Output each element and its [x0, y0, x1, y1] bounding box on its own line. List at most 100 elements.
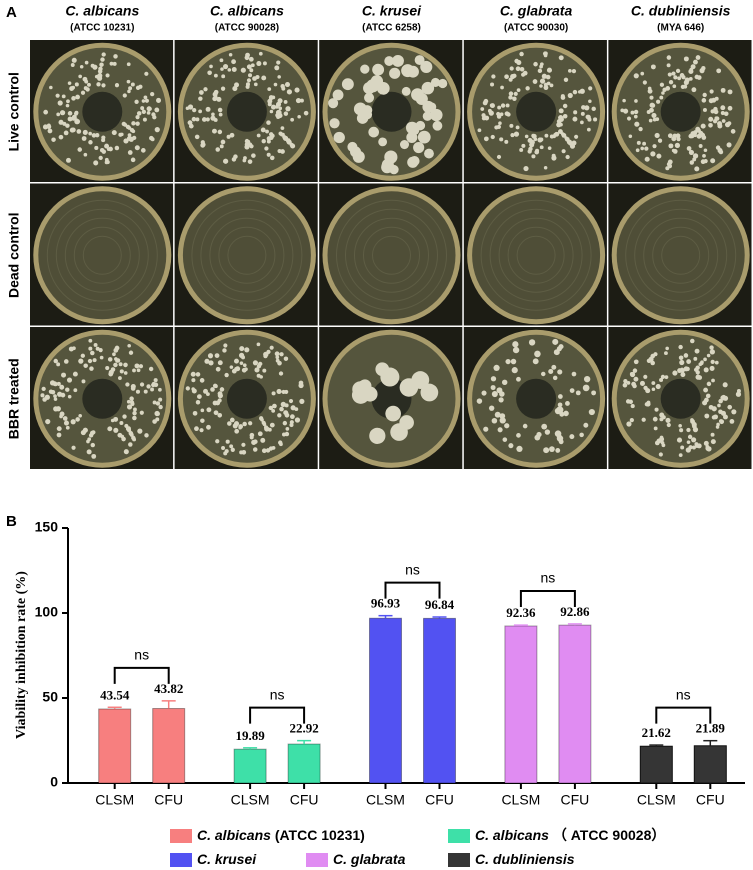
- colony: [706, 381, 712, 387]
- colony: [357, 379, 371, 394]
- colony: [541, 423, 548, 430]
- colony: [422, 111, 433, 121]
- colony: [152, 400, 157, 405]
- colony: [499, 417, 506, 424]
- colony: [736, 389, 741, 394]
- colony: [263, 351, 269, 357]
- colony: [697, 375, 703, 380]
- colony: [132, 135, 137, 140]
- colony: [695, 55, 701, 60]
- colony: [720, 105, 726, 111]
- colony: [642, 141, 647, 146]
- colony: [136, 368, 141, 373]
- colony: [277, 113, 283, 119]
- colony: [257, 431, 263, 437]
- colony: [267, 98, 273, 104]
- colony: [101, 52, 106, 57]
- colony: [61, 94, 66, 99]
- colony: [247, 142, 253, 147]
- colony: [87, 82, 91, 87]
- colony: [70, 63, 75, 67]
- colony: [234, 428, 240, 434]
- colony: [703, 148, 708, 153]
- colony: [543, 447, 550, 454]
- legend-label: C. albicans (ATCC 10231): [197, 827, 365, 843]
- colony: [640, 71, 645, 76]
- colony: [667, 133, 673, 139]
- colony: [266, 120, 271, 125]
- colony: [133, 407, 137, 412]
- dish-ring: [498, 217, 574, 293]
- colony: [245, 82, 250, 87]
- colony: [92, 64, 98, 70]
- colony: [633, 376, 639, 382]
- colony: [667, 72, 672, 77]
- colony: [269, 422, 275, 428]
- legend-label: C. dubliniensis: [475, 851, 575, 867]
- colony: [94, 145, 99, 150]
- colony: [654, 440, 660, 446]
- dish-ring: [354, 217, 429, 293]
- column-strain: (ATCC 10231): [70, 23, 134, 34]
- colony: [664, 375, 669, 380]
- colony: [211, 112, 215, 117]
- colony: [81, 136, 87, 141]
- colony: [104, 143, 110, 149]
- colony: [508, 443, 514, 449]
- colony: [82, 76, 88, 82]
- colony: [432, 120, 443, 131]
- colony: [692, 153, 699, 159]
- colony: [294, 417, 301, 423]
- colony: [285, 106, 291, 112]
- colony: [509, 66, 514, 71]
- colony: [78, 414, 82, 418]
- colony: [693, 356, 698, 361]
- colony: [192, 107, 197, 113]
- colony: [88, 433, 94, 438]
- significance-label: ns: [676, 686, 691, 702]
- colony: [75, 417, 80, 422]
- colony: [144, 433, 149, 438]
- colony: [199, 90, 204, 95]
- colony: [632, 368, 638, 373]
- colony: [53, 406, 59, 412]
- colony: [264, 146, 269, 151]
- colony: [234, 358, 239, 364]
- colony: [703, 367, 709, 373]
- colony: [40, 393, 45, 398]
- colony: [651, 381, 656, 385]
- colony: [244, 138, 250, 144]
- colony: [47, 128, 53, 134]
- legend-swatch: [170, 853, 192, 867]
- dish-agar: [38, 191, 167, 320]
- colony: [141, 99, 146, 103]
- colony: [665, 86, 671, 91]
- colony: [513, 91, 518, 96]
- colony: [493, 364, 500, 372]
- colony: [251, 153, 256, 158]
- colony: [499, 137, 504, 142]
- colony: [66, 99, 70, 104]
- colony: [219, 144, 224, 149]
- colony: [112, 61, 117, 66]
- dish-center: [226, 378, 267, 419]
- colony: [678, 453, 683, 458]
- colony: [218, 112, 223, 117]
- colony: [143, 95, 148, 100]
- colony: [701, 98, 707, 103]
- colony: [543, 85, 549, 91]
- colony: [140, 106, 145, 111]
- colony: [129, 396, 134, 401]
- colony: [490, 385, 496, 391]
- column-strain: (ATCC 90030): [504, 23, 568, 34]
- colony: [709, 349, 715, 355]
- colony: [227, 421, 232, 426]
- colony: [79, 65, 84, 69]
- colony: [633, 109, 639, 115]
- column-species: C. albicans: [65, 3, 139, 19]
- colony: [647, 88, 653, 94]
- colony: [710, 432, 715, 437]
- colony: [640, 146, 645, 151]
- colony: [140, 148, 146, 153]
- colony: [77, 147, 83, 152]
